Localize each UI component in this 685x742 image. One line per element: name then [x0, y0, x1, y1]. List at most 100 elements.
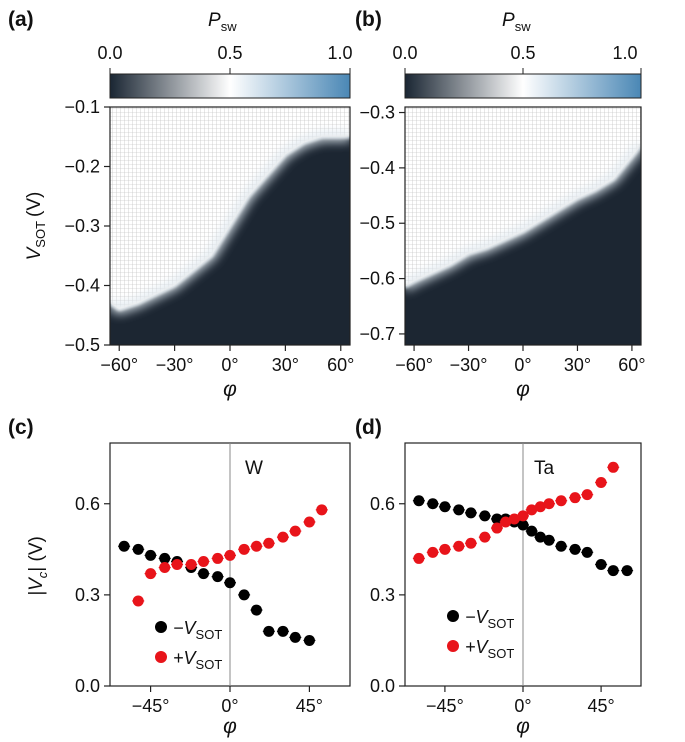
- point-neg: [595, 559, 607, 570]
- y-tick-label: −0.7: [359, 324, 395, 344]
- point-neg: [453, 504, 465, 516]
- legend-label-pos: +VSOT: [173, 648, 222, 672]
- x-tick-label: −45°: [426, 696, 464, 716]
- x-tick-label: 0°: [221, 696, 238, 716]
- point-pos: [569, 492, 581, 504]
- point-pos: [543, 498, 555, 510]
- legend-label-neg-sub: SOT: [488, 616, 515, 631]
- y-axis-label: VSOT (V): [24, 192, 48, 261]
- point-neg: [159, 552, 171, 564]
- colorbar-title-sub: sw: [221, 19, 238, 34]
- heatmap-plot: [110, 107, 350, 345]
- point-neg: [198, 568, 210, 580]
- legend-label-pos-main: +V: [465, 637, 490, 657]
- point-neg: [250, 604, 262, 616]
- x-tick-label: 45°: [587, 696, 614, 716]
- colorbar-tick-label: 0.5: [510, 43, 535, 63]
- y-tick-label: −0.6: [359, 269, 395, 289]
- y-tick-label: −0.5: [64, 335, 100, 355]
- colorbar-title-sub: sw: [515, 19, 532, 34]
- colorbar: [404, 73, 642, 99]
- point-neg: [621, 565, 633, 577]
- x-tick-label: 30°: [564, 355, 591, 375]
- panel-label: (c): [8, 416, 34, 439]
- point-pos: [303, 516, 315, 528]
- x-tick-label: 30°: [272, 355, 299, 375]
- axes: −45° 0° 45° 0.0 0.3 0.6: [370, 494, 615, 716]
- y-axis-label-unit: (V): [24, 192, 45, 217]
- legend-label-pos-sub: SOT: [488, 646, 515, 661]
- y-axis-label-sub: c: [35, 571, 50, 578]
- point-pos: [581, 489, 593, 501]
- point-pos: [316, 504, 328, 516]
- point-neg: [526, 525, 538, 537]
- point-neg: [555, 540, 567, 552]
- point-pos: [145, 568, 157, 580]
- x-tick-label: 0°: [221, 355, 238, 375]
- heatmap-plot: [405, 107, 641, 345]
- point-pos: [289, 525, 301, 537]
- legend-label-pos-main: +V: [173, 648, 198, 668]
- point-pos: [427, 546, 439, 558]
- x-axis-label: φ: [223, 378, 237, 401]
- point-pos: [277, 531, 289, 543]
- y-tick-label: −0.3: [359, 103, 395, 123]
- colorbar-title-main: P: [208, 10, 221, 31]
- colorbar-title: Psw: [502, 10, 531, 34]
- x-tick-label: 60°: [327, 355, 354, 375]
- legend-label-pos: +VSOT: [465, 637, 514, 661]
- point-neg: [118, 540, 130, 552]
- point-neg: [277, 625, 289, 637]
- panel-label: (b): [355, 8, 382, 31]
- point-pos: [250, 540, 262, 552]
- point-pos: [555, 495, 567, 507]
- y-axis-label-main: V: [24, 245, 45, 260]
- panel-a: (a) Psw 0.0 0.5 1.0 −60° −30° 0° 30° 60° −0.5…: [8, 8, 354, 401]
- point-neg: [581, 546, 593, 558]
- point-neg: [413, 495, 425, 507]
- legend-marker-neg: [155, 621, 167, 633]
- point-neg: [238, 589, 250, 601]
- y-axis-label-pre: |V: [26, 576, 47, 596]
- legend-label-neg: −VSOT: [173, 618, 222, 642]
- panel-c: (c) W −45° 0° 45°0.00.30.6 −VSOT +VSOT |Vc…: [8, 416, 351, 738]
- point-pos: [453, 540, 465, 552]
- x-axis-label: φ: [516, 378, 530, 401]
- point-pos: [198, 555, 210, 567]
- x-tick-label: −30°: [450, 355, 488, 375]
- point-neg: [427, 498, 439, 510]
- colorbar-tick-label: 0.0: [392, 43, 417, 63]
- point-pos: [159, 562, 171, 574]
- colorbar-tick-label: 0.5: [217, 43, 242, 63]
- y-tick-label: −0.4: [359, 158, 395, 178]
- x-tick-label: 0°: [514, 696, 531, 716]
- point-neg: [132, 543, 144, 555]
- material-label: W: [245, 458, 263, 479]
- point-pos: [607, 461, 619, 473]
- point-neg: [289, 631, 301, 643]
- transition-line: [110, 135, 350, 311]
- legend-label-neg-main: −V: [173, 618, 198, 638]
- y-tick-label: 0.6: [75, 494, 100, 514]
- axes: −45° 0° 45° 0.0 0.3 0.6: [75, 494, 323, 716]
- point-neg: [212, 571, 224, 583]
- legend-marker-pos: [447, 640, 459, 652]
- point-pos: [132, 595, 144, 607]
- point-pos: [212, 552, 224, 564]
- x-tick-label: −60°: [395, 355, 433, 375]
- point-pos: [238, 543, 250, 555]
- x-tick-label: 60°: [618, 355, 645, 375]
- y-tick-label: −0.1: [64, 97, 100, 117]
- legend-label-neg-sub: SOT: [196, 627, 223, 642]
- x-tick-label: −30°: [156, 355, 194, 375]
- point-neg: [145, 549, 157, 561]
- point-pos: [263, 537, 275, 549]
- y-axis-label-post: | (V): [26, 536, 47, 572]
- x-tick-label: 45°: [296, 696, 323, 716]
- y-tick-label: 0.3: [370, 585, 395, 605]
- data-points: [118, 504, 328, 646]
- point-neg: [543, 534, 555, 546]
- legend-label-pos-sub: SOT: [196, 657, 223, 672]
- data-points: [412, 461, 634, 577]
